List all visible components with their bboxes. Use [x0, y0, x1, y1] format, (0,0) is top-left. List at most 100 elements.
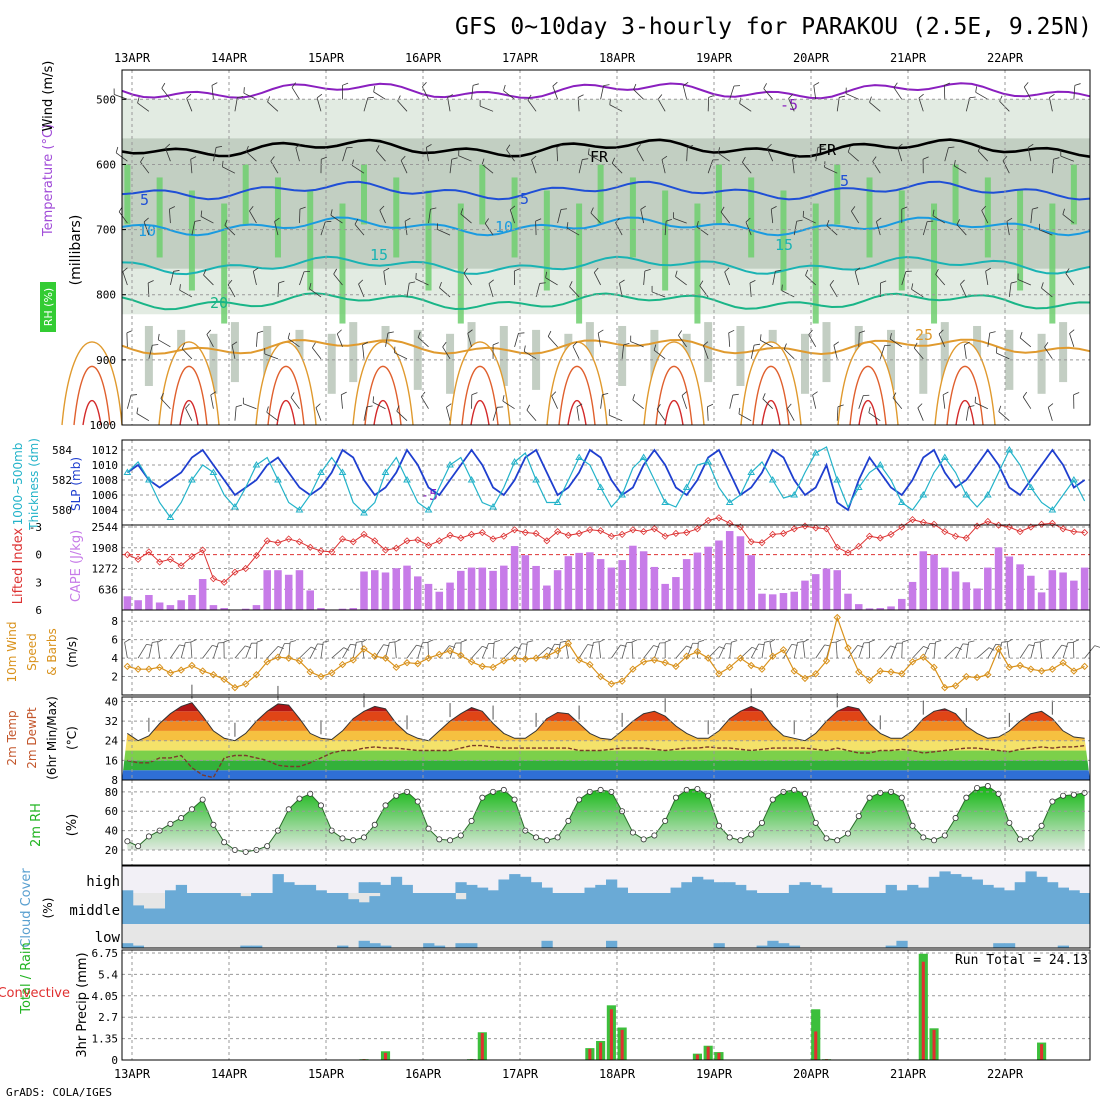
- wind-speed-marker: [564, 639, 573, 648]
- wind-barb-flag: [876, 217, 882, 222]
- wind-barb-flag: [833, 341, 839, 346]
- slp-tick-label: 1008: [92, 474, 119, 487]
- wind-barb: [879, 645, 891, 659]
- wind-barb-flag: [194, 220, 201, 222]
- isotherm-35-dome: [558, 365, 596, 426]
- wind-barb: [696, 226, 709, 236]
- wind-barb: [160, 398, 171, 409]
- rh-moist-lowlevel: [1059, 322, 1068, 383]
- thickness-marker: [403, 476, 411, 483]
- cloud-bar-high: [799, 882, 811, 893]
- wind-speed-marker: [736, 654, 745, 662]
- wind-barb-flag: [998, 405, 1002, 412]
- cloud-bar-middle: [831, 893, 844, 924]
- wind-barb-flag: [471, 392, 478, 396]
- isotherm-line: [121, 138, 1091, 158]
- wind-barb: [397, 100, 408, 112]
- wind-barb-flag: [161, 82, 166, 89]
- wind-barb: [270, 160, 279, 174]
- lifted-index-marker: [898, 523, 906, 531]
- temperature-band: [122, 740, 1090, 751]
- wind-barb-flag: [962, 643, 969, 645]
- y-tick-label: 700: [96, 224, 116, 237]
- wind-barb-flag: [738, 407, 741, 414]
- precip-convective-bar: [814, 1031, 818, 1060]
- lifted-index-marker: [349, 538, 357, 546]
- cloud-bar-middle: [1057, 893, 1069, 924]
- wind-speed-marker: [543, 652, 551, 660]
- precip-tick-label: 6.75: [92, 947, 119, 960]
- cape-bar: [919, 551, 928, 610]
- cape-tick-label: 1272: [92, 563, 119, 576]
- cloud-bar-middle: [175, 893, 188, 924]
- wind-barb-flag: [545, 271, 548, 278]
- cape-bar: [629, 545, 637, 610]
- wind-barb-flag: [527, 94, 532, 101]
- cape-bar: [865, 608, 874, 610]
- cape-bar: [317, 608, 325, 610]
- wind-barb: [514, 333, 519, 347]
- isotherm-label: FR: [590, 148, 609, 166]
- wind-barb-flag: [566, 222, 569, 229]
- wind-barb: [707, 646, 720, 659]
- wind-barb-flag: [442, 341, 447, 348]
- wind-barb-flag: [367, 96, 374, 99]
- wind-speed-marker: [779, 646, 788, 654]
- lifted-index-marker: [941, 528, 949, 536]
- lifted-index-marker: [683, 528, 691, 537]
- wind-barb-flag: [157, 639, 164, 643]
- rh-marker: [629, 829, 636, 836]
- wind-barb-flag: [720, 206, 725, 213]
- cloud-bar-high: [971, 879, 983, 893]
- wind-barb-flag: [783, 343, 787, 350]
- cloud-bar-low: [1003, 943, 1016, 948]
- cape-bar: [403, 565, 411, 610]
- wind-barb: [631, 642, 634, 659]
- precip-convective-bar: [599, 1042, 603, 1060]
- wind-barb: [527, 99, 537, 112]
- cloud-bar-middle: [584, 893, 596, 924]
- wind-barb-flag: [439, 281, 442, 288]
- cloud-bar-high: [455, 882, 467, 893]
- rh-marker: [414, 798, 421, 805]
- cloud-bar-middle: [595, 893, 607, 924]
- cloud-frame: [121, 865, 1091, 949]
- lifted-index-marker: [640, 528, 648, 536]
- wind-barb-flag: [358, 279, 364, 285]
- wind-barb: [118, 211, 128, 224]
- precip-convective-bar: [620, 1029, 624, 1060]
- wind-barb-flag: [422, 82, 427, 88]
- wind-barb: [597, 332, 602, 347]
- temperature-band: [122, 760, 1090, 771]
- cloud-bar-high: [466, 884, 478, 893]
- lifted-index-line: [127, 517, 1085, 583]
- precip-tick-label: 1.35: [92, 1033, 119, 1046]
- lifted-index-marker: [844, 549, 852, 557]
- slp-line: [126, 448, 1086, 512]
- wind-barb: [944, 147, 949, 162]
- wind-barb-flag: [190, 639, 197, 643]
- cloud-bar-middle: [896, 893, 908, 924]
- wind-barb: [600, 394, 603, 409]
- wind-barb-flag: [236, 404, 243, 408]
- lifted-index-marker: [252, 552, 261, 560]
- cloud-bar-high: [993, 887, 1005, 893]
- wind-barb: [578, 644, 588, 659]
- wind-barb-flag: [330, 209, 333, 216]
- wind-barb-flag: [494, 639, 501, 643]
- wind-barb-flag: [922, 156, 929, 160]
- rh-marker: [855, 813, 862, 820]
- wind-barb-flag: [868, 406, 871, 413]
- wind-speed-marker: [1027, 665, 1035, 673]
- cape-bar: [500, 565, 508, 610]
- wind-barb-flag: [911, 283, 914, 290]
- y-axis-title-wind10m: (m/s): [65, 636, 79, 667]
- wind-barb: [724, 271, 731, 286]
- thickness-marker: [1069, 476, 1078, 483]
- temperature-band: [122, 721, 1090, 731]
- run-total-annotation: Run Total = 24.13: [955, 953, 1088, 968]
- y-axis-title-slp: SLP (mb): [69, 457, 83, 511]
- wind-barb: [858, 642, 865, 659]
- y-axis-title-temp2m: 2m Temp: [5, 710, 19, 765]
- wind-barb-flag: [266, 406, 269, 413]
